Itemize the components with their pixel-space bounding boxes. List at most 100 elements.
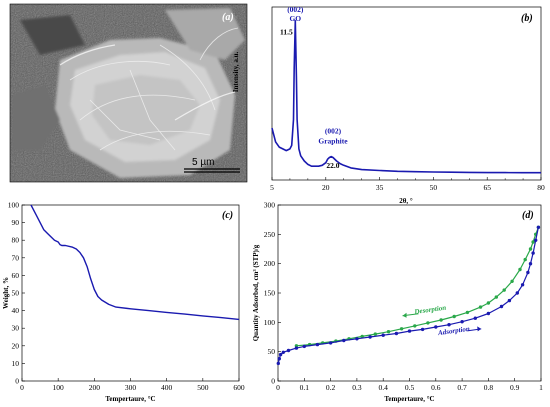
x-tick-label-b: 80 (537, 183, 545, 192)
x-tick-label-c: 100 (53, 383, 65, 392)
annotation-b: 22.0 (326, 161, 339, 170)
y-tick-label-c: 20 (12, 341, 20, 350)
adsorption-point (315, 342, 320, 347)
adsorption-point (526, 270, 530, 275)
y-tick-label-c: 60 (12, 271, 20, 280)
adsorption-point (515, 291, 519, 295)
x-axis-label-d: Tempertaure, °C (384, 395, 434, 403)
x-tick-label-d: 0.9 (510, 383, 520, 392)
annotation-b: 11.5 (280, 28, 293, 37)
plot-area-c (21, 204, 240, 382)
desorption-point (494, 295, 498, 299)
x-tick-label-b: 20 (322, 183, 330, 192)
adsorption-point (342, 338, 346, 343)
adsorption-point (302, 344, 306, 349)
panel-d: (d) 0 50 100 150 200 250 300 0 0.1 0.2 0.3 0.4 0.5 0.… (252, 201, 543, 404)
x-tick-label-b: 50 (430, 183, 438, 192)
y-tick-label-c: 80 (12, 236, 20, 245)
x-tick-label-c: 400 (161, 383, 173, 392)
plot-area-b (271, 6, 542, 181)
sem-image (10, 4, 247, 182)
y-tick-label-d: 200 (264, 259, 276, 268)
y-axis-label-c: Weight, % (2, 277, 10, 309)
y-axis-label-d: Quantity Adsorbed, cm³ (STP)/g (252, 244, 260, 341)
desorption-point (510, 279, 514, 283)
y-tick-label-c: 100 (8, 201, 20, 210)
x-tick-label-d: 0.4 (379, 383, 389, 392)
desorption-point (399, 327, 404, 331)
adsorption-point (355, 337, 359, 341)
panel-c: (c) 0 10 20 30 40 50 60 70 80 90 100 0 100 200 300 400 5… (2, 201, 245, 404)
x-tick-label-c: 200 (89, 383, 101, 392)
y-tick-label-c: 70 (12, 253, 20, 262)
desorption-point (528, 247, 533, 251)
desorption-point (523, 257, 527, 262)
x-tick-label-d: 0.2 (326, 383, 336, 392)
adsorption-point (420, 327, 425, 332)
desorption-point (426, 321, 430, 325)
adsorption-point (447, 323, 451, 327)
adsorption-point (286, 348, 291, 353)
annotation-b: GO (289, 14, 301, 23)
y-tick-label-d: 150 (264, 289, 276, 298)
adsorption-label: Adsorption (437, 325, 471, 338)
annotation-b: (002) (325, 126, 342, 135)
desorption-point (452, 314, 456, 319)
adsorption-point (278, 352, 283, 357)
panel-a-letter: (a) (222, 12, 234, 23)
desorption-point (465, 310, 470, 315)
adsorption-point (394, 331, 399, 336)
adsorption-point (486, 311, 491, 316)
adsorption-point (528, 262, 533, 266)
y-tick-label-c: 90 (12, 218, 20, 227)
adsorption-point (281, 350, 285, 354)
x-tick-label-d: 0.5 (405, 383, 415, 392)
x-tick-label-b: 35 (376, 183, 384, 192)
panel-d-letter: (d) (522, 210, 534, 221)
desorption-arrowhead (402, 312, 407, 318)
tga-series-line (30, 204, 240, 321)
scale-bar-label: 5 µm (192, 157, 214, 168)
adsorption-point (328, 341, 333, 345)
panel-a: (a) 5 µm (9, 3, 248, 183)
y-tick-label-d: 300 (264, 201, 276, 210)
panel-c-letter: (c) (222, 210, 233, 221)
x-tick-label-d: 0.1 (300, 383, 310, 392)
x-tick-label-b: 65 (483, 183, 491, 192)
x-tick-label-d: 0 (276, 383, 280, 392)
adsorption-point (276, 361, 280, 366)
x-tick-label-c: 0 (20, 383, 24, 392)
y-tick-label-c: 10 (12, 359, 20, 368)
desorption-point (373, 332, 377, 336)
x-axis-label-b: 2θ, ° (399, 197, 413, 205)
adsorption-point (499, 304, 504, 309)
x-tick-label-d: 0.7 (457, 383, 467, 392)
y-tick-label-d: 50 (268, 347, 276, 356)
desorption-point (360, 334, 364, 339)
desorption-point (486, 301, 491, 305)
desorption-point (518, 267, 522, 272)
x-tick-label-c: 600 (233, 383, 245, 392)
y-tick-label-d: 100 (264, 318, 276, 327)
annotation-b: (002) (287, 5, 304, 14)
adsorption-point (407, 329, 412, 333)
y-tick-label-d: 250 (264, 230, 276, 239)
y-tick-label-d: 0 (271, 377, 275, 386)
x-tick-label-d: 0.6 (431, 383, 441, 392)
x-tick-label-d: 0.8 (484, 383, 494, 392)
adsorption-arrowhead (477, 326, 482, 332)
y-tick-label-c: 0 (15, 377, 19, 386)
adsorption-point (294, 346, 299, 350)
panel-b: (b) 5 20 35 50 65 80(002)GO11.5(002)Graphite2… (232, 5, 545, 205)
y-tick-label-c: 30 (12, 324, 20, 333)
desorption-point (413, 324, 417, 328)
adsorption-point (473, 316, 477, 320)
adsorption-point (534, 238, 538, 242)
adsorption-point (460, 320, 464, 324)
adsorption-point (277, 357, 281, 361)
panel-b-letter: (b) (521, 13, 533, 24)
adsorption-point (368, 335, 372, 339)
x-tick-label-c: 300 (125, 383, 137, 392)
adsorption-point (520, 283, 525, 287)
adsorption-point (381, 333, 385, 337)
